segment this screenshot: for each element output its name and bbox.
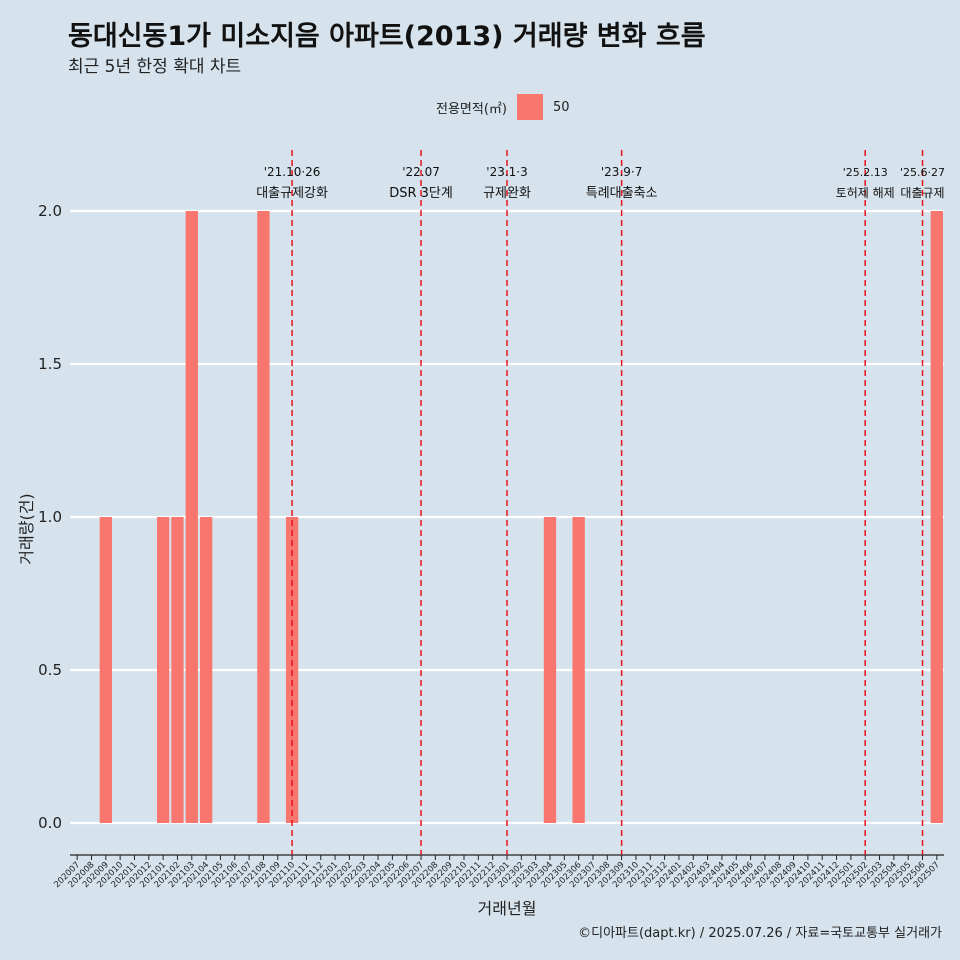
bar (257, 211, 270, 823)
y-tick-label: 1.0 (38, 508, 62, 526)
bar (99, 517, 112, 823)
y-axis-title: 거래량(건) (17, 493, 36, 564)
bar (930, 211, 943, 823)
event-date-label: '25.2.13 (843, 166, 888, 179)
event-label: 토허제 해제 (836, 186, 895, 200)
event-date-label: '23.9·7 (601, 165, 642, 179)
bar (572, 517, 585, 823)
x-axis-title: 거래년월 (478, 899, 537, 918)
legend-swatch (516, 94, 543, 120)
event-label: DSR 3단계 (389, 186, 453, 201)
event-label: 대출규제강화 (256, 186, 328, 201)
event-label: 대출규제 (900, 186, 944, 200)
event-date-label: '22.07 (402, 165, 440, 179)
bar (185, 211, 198, 823)
source-caption: ©디아파트(dapt.kr) / 2025.07.26 / 자료=국토교통부 실… (578, 926, 942, 941)
chart-subtitle: 최근 5년 한정 확대 차트 (68, 57, 242, 77)
bar (199, 517, 213, 823)
y-tick-label: 1.5 (38, 355, 62, 373)
bar (543, 517, 557, 823)
legend: 전용면적(㎡) 50 (436, 92, 570, 122)
event-label: 규제완화 (483, 186, 531, 201)
bar (171, 517, 184, 823)
event-date-label: '25.6·27 (900, 166, 945, 179)
y-tick-label: 2.0 (38, 202, 62, 220)
event-date-label: '23.1·3 (486, 165, 527, 179)
bar (156, 517, 170, 823)
y-tick-label: 0.0 (38, 814, 62, 832)
event-label: 특례대출축소 (586, 186, 658, 201)
legend-label: 50 (552, 99, 570, 115)
y-tick-label: 0.5 (38, 661, 62, 679)
chart-title: 동대신동1가 미소지음 아파트(2013) 거래량 변화 흐름 (68, 21, 706, 52)
legend-title: 전용면적(㎡) (436, 101, 507, 117)
event-date-label: '21.10·26 (264, 165, 321, 179)
